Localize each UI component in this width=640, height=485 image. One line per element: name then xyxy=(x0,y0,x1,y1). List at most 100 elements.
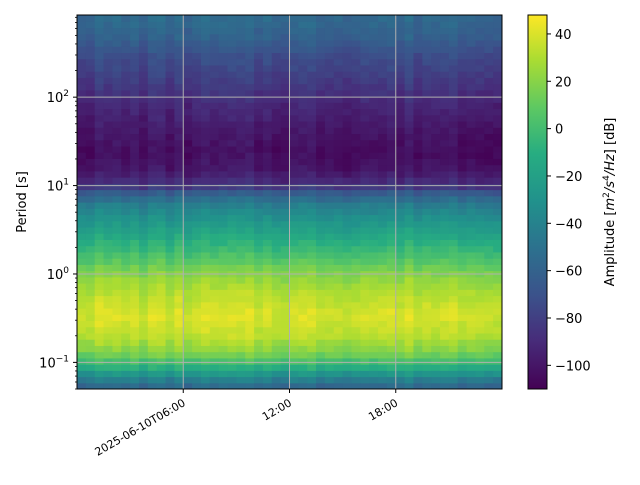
heatmap-cell xyxy=(227,71,237,78)
heatmap-cell xyxy=(298,276,308,284)
heatmap-cell xyxy=(147,164,158,172)
heatmap-cell xyxy=(245,133,255,141)
heatmap-cell xyxy=(395,357,406,365)
heatmap-cell xyxy=(475,307,485,315)
heatmap-cell xyxy=(404,233,415,240)
heatmap-cell xyxy=(440,189,450,197)
heatmap-cell xyxy=(280,58,291,66)
heatmap-cell xyxy=(351,245,361,253)
heatmap-cell xyxy=(236,214,246,222)
heatmap-cell xyxy=(156,183,167,191)
heatmap-cell xyxy=(333,33,344,41)
heatmap-cell xyxy=(333,102,344,110)
heatmap-cell xyxy=(245,164,255,172)
heatmap-cell xyxy=(147,251,158,259)
heatmap-cell xyxy=(245,307,255,315)
heatmap-cell xyxy=(174,89,184,97)
heatmap-cell xyxy=(200,89,211,97)
heatmap-cell xyxy=(378,339,388,346)
heatmap-cell xyxy=(395,351,406,359)
heatmap-cell xyxy=(245,382,255,389)
heatmap-cell xyxy=(342,89,353,97)
heatmap-cell xyxy=(289,64,299,72)
heatmap-cell xyxy=(271,357,282,365)
heatmap-cell xyxy=(431,351,441,359)
heatmap-cell xyxy=(316,382,326,389)
heatmap-cell xyxy=(316,64,326,72)
heatmap-cell xyxy=(254,376,264,384)
heatmap-cell xyxy=(369,77,379,85)
heatmap-cell xyxy=(218,339,229,346)
heatmap-cell xyxy=(183,27,193,35)
heatmap-cell xyxy=(271,71,282,78)
heatmap-cell xyxy=(324,52,335,60)
heatmap-cell xyxy=(85,21,96,29)
heatmap-cell xyxy=(493,145,502,153)
heatmap-cell xyxy=(183,152,193,159)
heatmap-cell xyxy=(121,382,131,389)
heatmap-cell xyxy=(183,108,193,116)
heatmap-cell xyxy=(147,264,158,272)
heatmap-cell xyxy=(130,33,140,41)
heatmap-cell xyxy=(209,139,220,147)
heatmap-cell xyxy=(280,89,291,97)
heatmap-cell xyxy=(262,133,273,141)
heatmap-cell xyxy=(475,226,485,234)
heatmap-cell xyxy=(254,64,264,72)
heatmap-cell xyxy=(386,83,397,91)
heatmap-cell xyxy=(254,83,264,91)
heatmap-cell xyxy=(112,314,122,322)
heatmap-cell xyxy=(200,226,211,234)
heatmap-cell xyxy=(342,133,353,141)
heatmap-cell xyxy=(289,27,299,35)
heatmap-cell xyxy=(94,345,105,353)
heatmap-cell xyxy=(431,258,441,265)
heatmap-cell xyxy=(493,376,502,384)
x-tick-label: 2025-06-10T06:00 xyxy=(93,396,188,458)
heatmap-cell xyxy=(192,177,202,184)
heatmap-cell xyxy=(245,71,255,78)
heatmap-cell xyxy=(138,139,149,147)
heatmap-cell xyxy=(386,370,397,378)
heatmap-cell xyxy=(324,364,335,371)
heatmap-cell xyxy=(192,15,202,22)
heatmap-cell xyxy=(200,195,211,203)
heatmap-cell xyxy=(466,39,477,47)
heatmap-cell xyxy=(448,283,459,290)
heatmap-cell xyxy=(413,152,423,159)
heatmap-cell xyxy=(422,251,432,259)
heatmap-cell xyxy=(94,33,105,41)
heatmap-cell xyxy=(227,214,237,222)
heatmap-cell xyxy=(77,33,87,41)
heatmap-cell xyxy=(174,233,184,240)
heatmap-cell xyxy=(192,382,202,389)
heatmap-cell xyxy=(85,364,96,371)
heatmap-cell xyxy=(448,195,459,203)
heatmap-cell xyxy=(280,158,291,166)
heatmap-cell xyxy=(324,27,335,35)
heatmap-cell xyxy=(484,251,494,259)
heatmap-cell xyxy=(431,370,441,378)
heatmap-cell xyxy=(324,183,335,191)
heatmap-cell xyxy=(298,233,308,240)
heatmap-cell xyxy=(351,233,361,240)
heatmap-cell xyxy=(94,145,105,153)
heatmap-cell xyxy=(165,64,175,72)
heatmap-cell xyxy=(254,21,264,29)
heatmap-cell xyxy=(369,71,379,78)
heatmap-cell xyxy=(422,276,432,284)
heatmap-cell xyxy=(457,283,468,290)
heatmap-cell xyxy=(156,139,167,147)
heatmap-cell xyxy=(440,289,450,297)
heatmap-cell xyxy=(298,345,308,353)
heatmap-cell xyxy=(174,345,184,353)
heatmap-cell xyxy=(351,351,361,359)
heatmap-cell xyxy=(307,145,317,153)
heatmap-cell xyxy=(271,364,282,371)
heatmap-cell xyxy=(289,21,299,29)
heatmap-cell xyxy=(227,39,237,47)
heatmap-cell xyxy=(271,183,282,191)
heatmap-cell xyxy=(422,102,432,110)
heatmap-cell xyxy=(200,83,211,91)
heatmap-cell xyxy=(378,21,388,29)
